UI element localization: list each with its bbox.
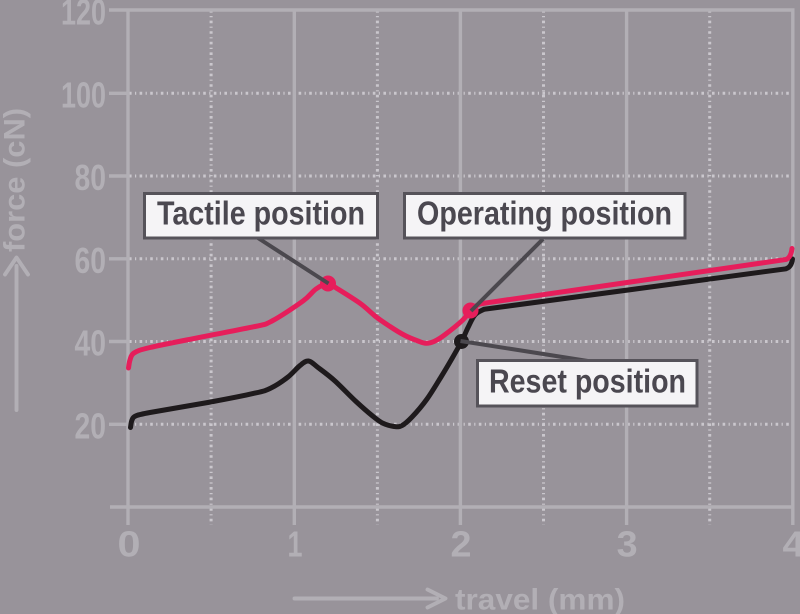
svg-text:100: 100 <box>61 74 106 115</box>
svg-text:80: 80 <box>75 157 107 198</box>
svg-text:3: 3 <box>617 524 638 565</box>
svg-text:40: 40 <box>75 323 107 364</box>
svg-text:force (cN): force (cN) <box>0 108 32 252</box>
svg-text:4: 4 <box>783 524 800 565</box>
svg-text:travel (mm): travel (mm) <box>455 584 625 614</box>
svg-text:Tactile position: Tactile position <box>157 195 365 232</box>
svg-text:20: 20 <box>75 405 107 446</box>
svg-text:60: 60 <box>75 240 107 281</box>
svg-text:2: 2 <box>451 524 472 565</box>
svg-text:Operating position: Operating position <box>417 195 672 232</box>
svg-text:1: 1 <box>288 524 303 565</box>
svg-text:0: 0 <box>118 524 141 565</box>
svg-text:Reset position: Reset position <box>489 363 686 400</box>
svg-text:120: 120 <box>61 0 106 33</box>
